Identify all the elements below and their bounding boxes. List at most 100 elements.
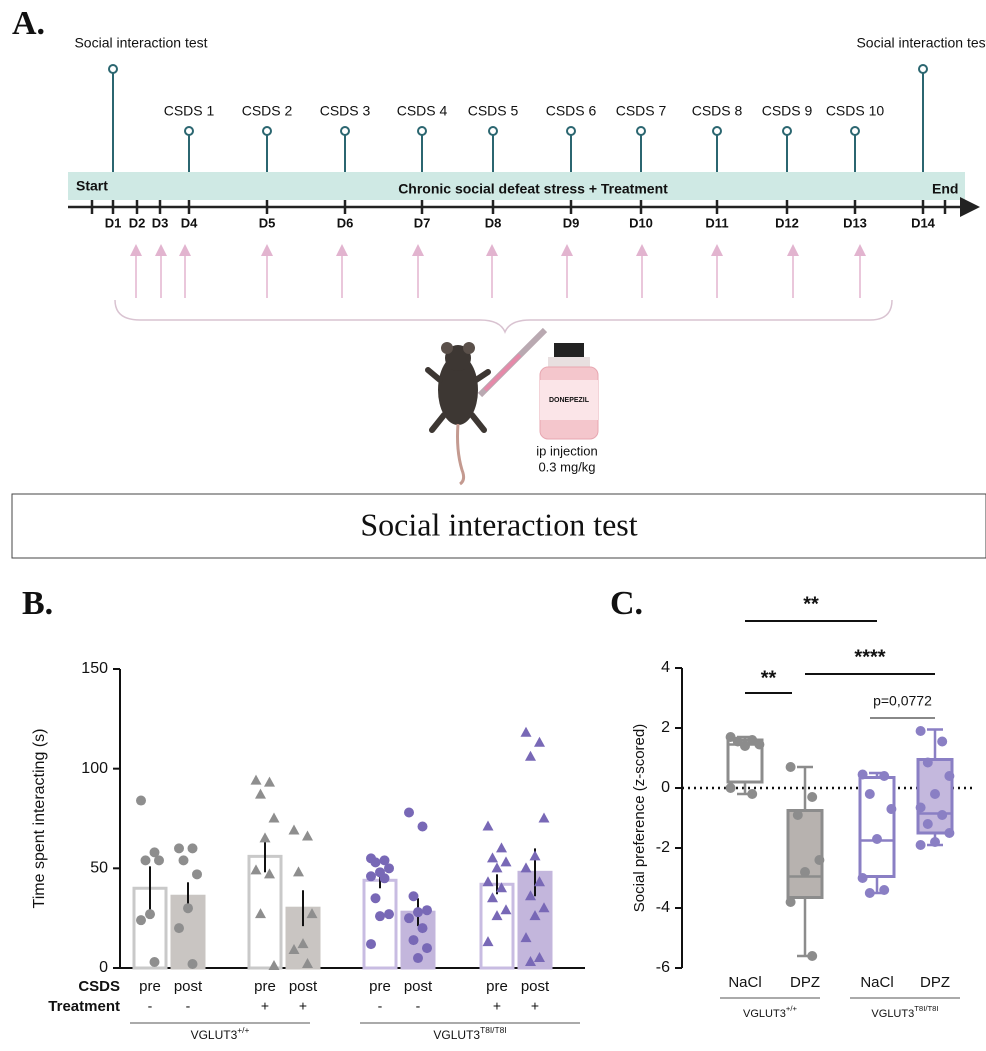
row-label: CSDS [78, 978, 120, 995]
day-label: D9 [563, 215, 580, 230]
treatment-label: + [493, 998, 501, 1014]
data-point [413, 907, 423, 918]
section-box [11, 493, 986, 559]
data-point [154, 855, 164, 866]
data-point [140, 855, 151, 866]
data-point [375, 911, 385, 922]
data-point [404, 807, 414, 818]
data-point [496, 882, 507, 893]
data-point [864, 888, 875, 898]
data-point [370, 893, 381, 904]
data-point [725, 783, 736, 793]
data-point [800, 867, 810, 877]
data-point [149, 957, 160, 968]
day-label: D8 [485, 215, 502, 230]
data-point [302, 958, 313, 969]
data-point [250, 774, 262, 785]
vial [539, 343, 599, 440]
data-point [529, 850, 541, 861]
data-point [496, 842, 507, 853]
csds-label: CSDS 3 [320, 103, 371, 119]
x-tick-label: NaCl [860, 974, 893, 991]
test-label: Social interaction test [74, 35, 207, 51]
data-point [384, 909, 394, 920]
x-tick-label: NaCl [728, 974, 761, 991]
data-point [529, 910, 541, 921]
data-point [930, 789, 940, 799]
group-name: VGLUT3 [871, 1008, 914, 1020]
data-point [136, 795, 146, 806]
data-point [807, 951, 818, 961]
y-axis-title: Social preference (z-scored) [631, 724, 648, 912]
day-label: D12 [775, 215, 799, 230]
data-point [259, 832, 271, 843]
csds-label: CSDS 1 [164, 103, 215, 119]
data-point [857, 769, 868, 780]
data-point [145, 909, 155, 920]
data-point [538, 812, 550, 823]
x-tick-label: DPZ [920, 974, 950, 991]
data-point [864, 789, 875, 799]
day-label: D2 [129, 215, 146, 230]
data-point [264, 868, 275, 879]
data-point [747, 789, 758, 799]
panel-label: A. [12, 5, 45, 42]
injection-text: ip injection [536, 443, 597, 458]
injection-text: 0.3 mg/kg [538, 459, 595, 474]
data-point [413, 953, 423, 964]
data-point [408, 891, 419, 902]
data-point [491, 910, 503, 921]
data-point [149, 847, 160, 858]
data-point [915, 802, 926, 813]
data-point [525, 750, 536, 761]
data-point [306, 908, 318, 919]
csds-label: CSDS 8 [692, 103, 743, 119]
data-point [857, 873, 868, 883]
data-point [379, 855, 390, 866]
group-label: VGLUT3T8I/T8I [433, 1025, 506, 1042]
data-point [534, 952, 545, 963]
vial-label: DONEPEZIL [549, 397, 590, 404]
data-point [872, 834, 882, 844]
data-point [288, 824, 300, 835]
data-point [520, 932, 532, 943]
data-point [500, 856, 512, 867]
section-title: Social interaction test [360, 506, 637, 542]
stem-node [918, 64, 928, 74]
data-point [187, 959, 198, 970]
treatment-label: - [416, 998, 421, 1014]
data-point [915, 840, 926, 850]
significance-label: ** [803, 593, 819, 615]
data-point [422, 943, 432, 954]
data-point [482, 936, 494, 947]
y-tick-label: 2 [661, 719, 670, 736]
data-point [366, 939, 376, 950]
data-point [944, 771, 955, 781]
data-point [302, 830, 313, 841]
data-point [930, 837, 940, 847]
data-point [732, 736, 743, 747]
stem-node [262, 126, 272, 136]
y-tick-label: 4 [661, 659, 670, 676]
test-label: Social interaction test [856, 35, 986, 51]
x-tick-label: pre [254, 978, 276, 995]
data-point [136, 915, 146, 926]
data-point [879, 771, 890, 781]
treatment-label: - [378, 998, 383, 1014]
y-tick-label: 50 [90, 860, 108, 877]
csds-label: CSDS 9 [762, 103, 813, 119]
significance-label: **** [854, 646, 885, 668]
data-point [740, 741, 750, 751]
data-point [520, 862, 532, 873]
data-point [937, 736, 948, 747]
y-tick-label: 0 [661, 779, 670, 796]
data-point [370, 857, 381, 868]
data-point [178, 855, 189, 866]
data-point [879, 885, 890, 895]
group-superscript: T8I/T8I [480, 1025, 507, 1035]
x-tick-label: post [521, 978, 550, 995]
stem-node [184, 126, 194, 136]
group-name: VGLUT3 [743, 1008, 786, 1020]
bar [479, 882, 515, 970]
